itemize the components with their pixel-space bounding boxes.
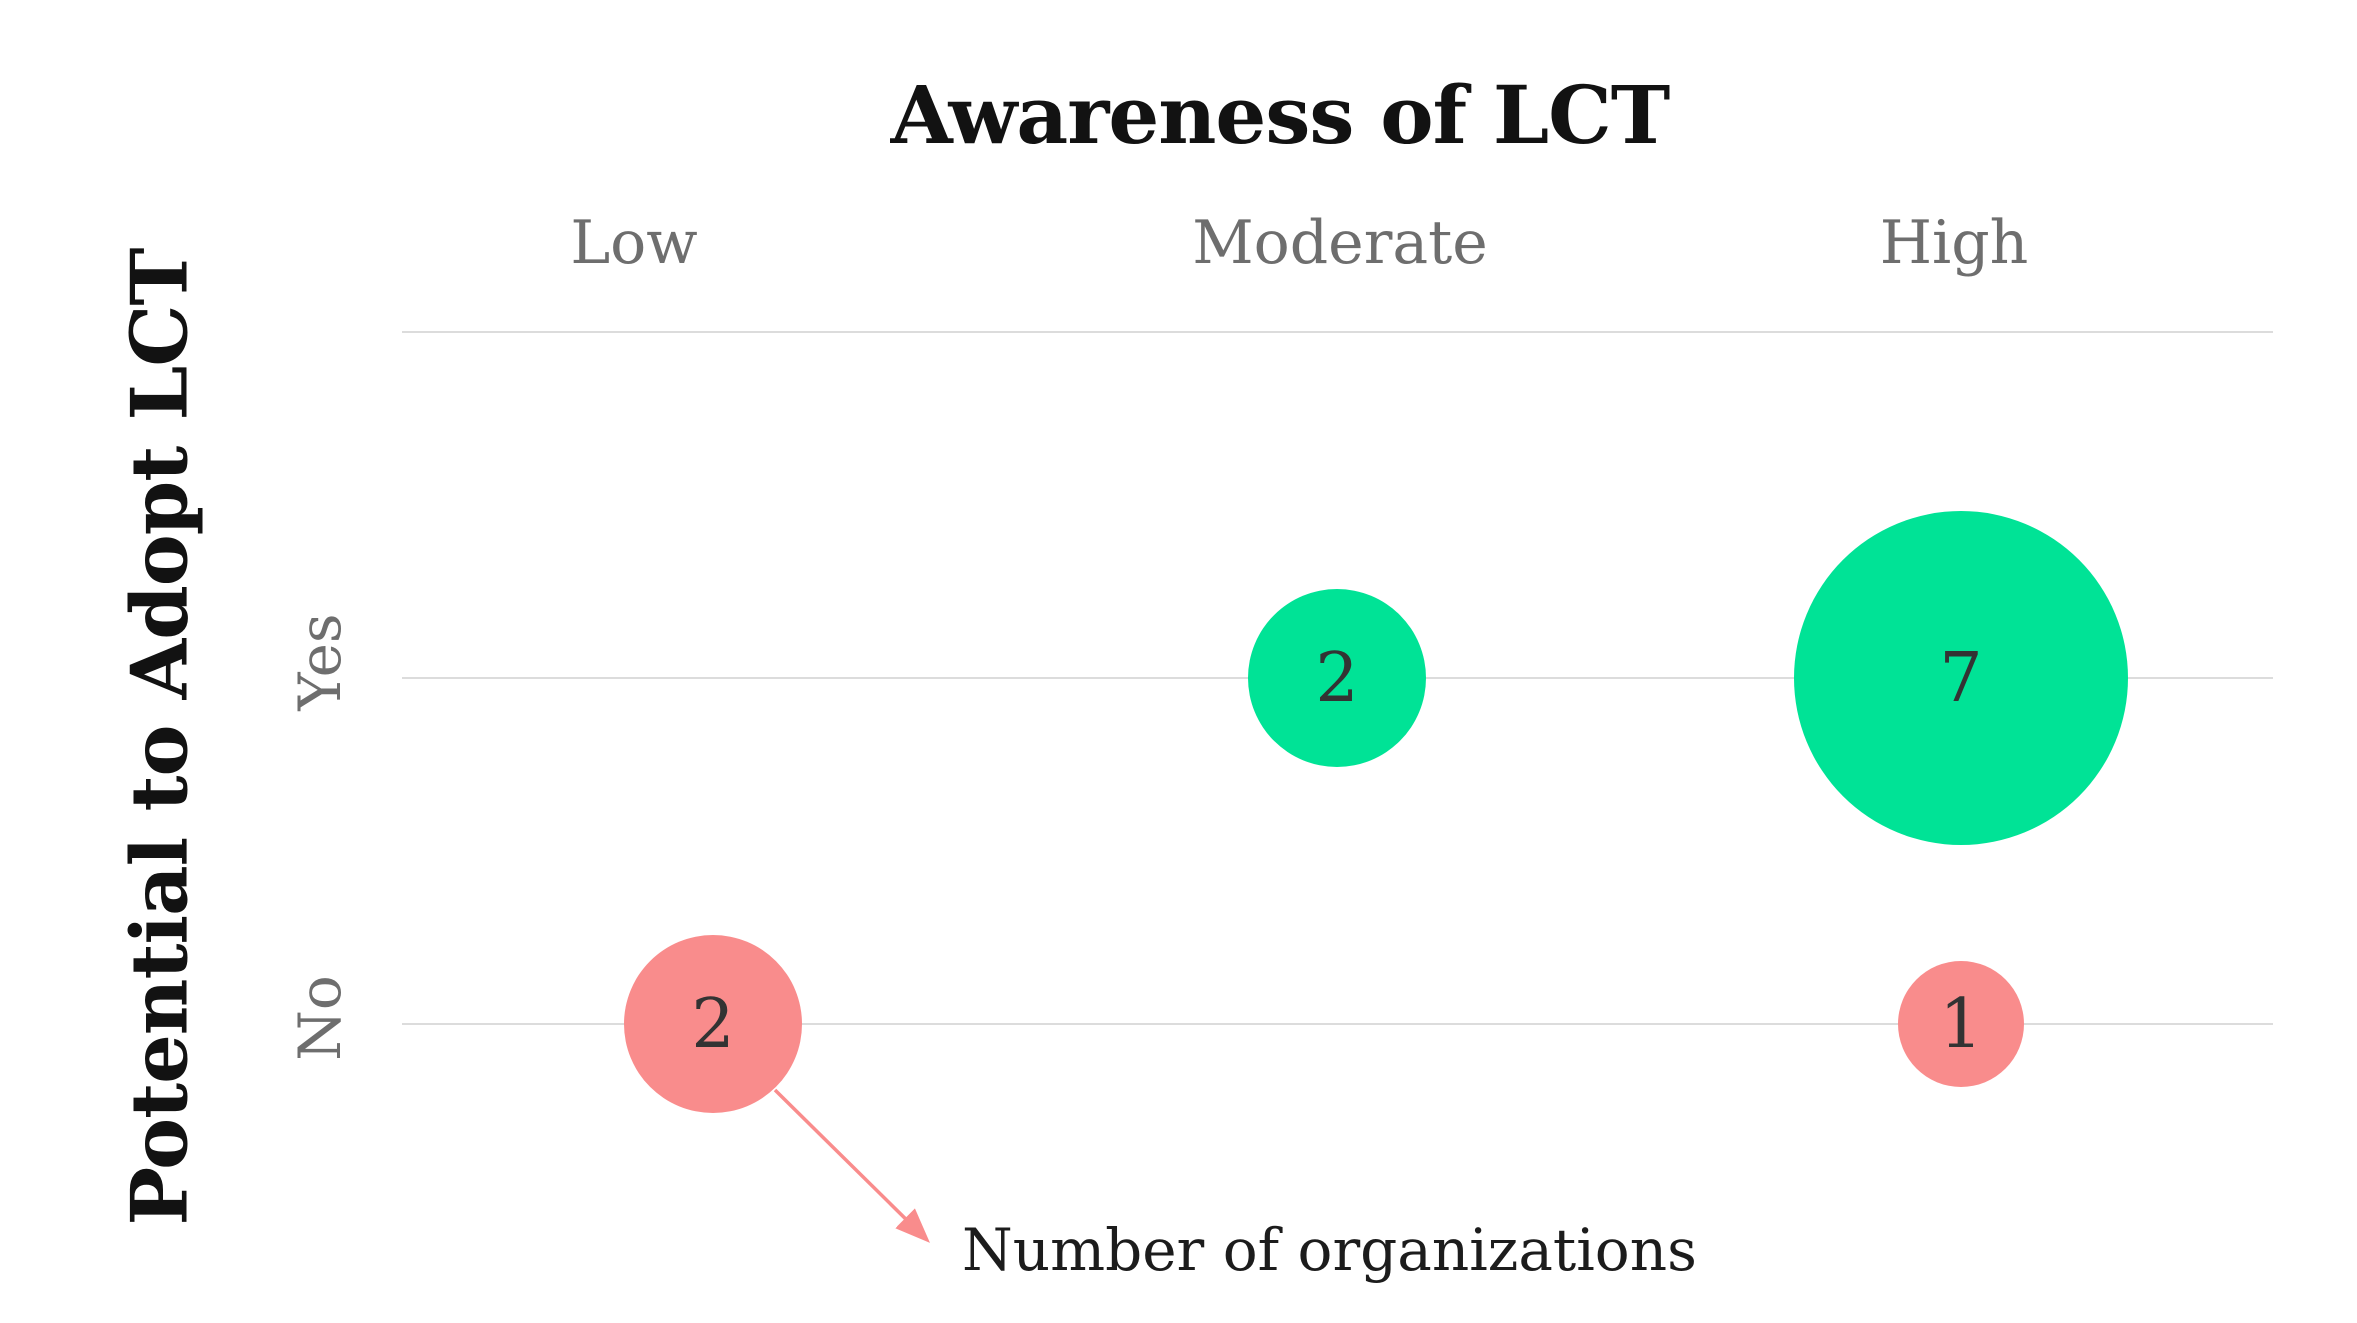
chart-title: Awareness of LCT	[890, 68, 1671, 162]
y-tick-no: No	[286, 975, 354, 1061]
bubble-value: 1	[1939, 984, 1983, 1064]
gridline-no-row	[402, 1023, 2273, 1025]
x-axis-label-high: High	[1879, 208, 2029, 278]
bubble-moderate-yes: 2	[1248, 589, 1426, 767]
annotation-label: Number of organizations	[962, 1216, 1697, 1284]
gridline-top	[402, 331, 2273, 333]
annotation-arrow-icon	[773, 1088, 930, 1243]
bubble-value: 2	[1315, 638, 1359, 718]
bubble-low-no: 2	[624, 935, 802, 1113]
bubble-value: 7	[1939, 638, 1983, 718]
bubble-value: 2	[691, 984, 735, 1064]
x-axis-label-moderate: Moderate	[1192, 208, 1488, 278]
x-axis-label-low: Low	[570, 208, 698, 278]
y-axis-title: Potential to Adopt LCT	[114, 248, 206, 1226]
plot-area: 2 7 2 1	[402, 331, 2273, 1113]
y-tick-yes: Yes	[286, 613, 354, 711]
bubble-high-yes: 7	[1794, 511, 2128, 845]
bubble-high-no: 1	[1898, 961, 2024, 1087]
